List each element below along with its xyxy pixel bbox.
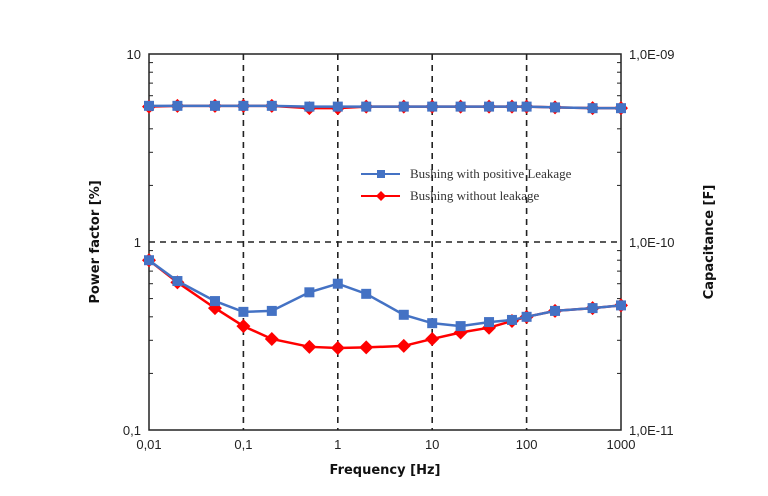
plot-frame (148, 53, 622, 431)
data-point-square (144, 255, 154, 266)
data-point-square (506, 314, 517, 325)
data-point-square (266, 100, 277, 111)
data-point-square (587, 303, 598, 314)
data-point-square (616, 103, 626, 114)
y2-tick-label: 1,0E-11 (629, 423, 674, 438)
data-point-diamond (236, 319, 251, 334)
y2-axis-label: Capacitance [F] (702, 185, 717, 300)
data-point-square (304, 101, 315, 112)
data-point-square (587, 103, 598, 114)
data-point-square (484, 317, 495, 328)
x-tick-label: 1 (334, 437, 341, 452)
data-point-square (427, 101, 438, 112)
grid (149, 54, 621, 430)
data-point-square (144, 100, 154, 111)
data-point-square (506, 101, 517, 112)
y2-tick-label: 1,0E-10 (629, 235, 675, 250)
data-point-diamond (330, 341, 345, 356)
data-point-diamond (425, 331, 440, 346)
data-point-square (455, 321, 466, 332)
data-point-square (332, 278, 343, 289)
data-point-square (238, 100, 249, 111)
x-tick-label: 10 (425, 437, 439, 452)
y2-tick-label: 1,0E-09 (629, 47, 675, 62)
data-point-square (209, 296, 220, 307)
data-point-diamond (302, 339, 317, 354)
x-axis-label: Frequency [Hz] (330, 463, 441, 478)
legend: Bushing with positive Leakage Bushing wi… (361, 166, 572, 203)
y-axis-label: Power factor [%] (88, 180, 103, 303)
data-point-square (455, 101, 466, 112)
data-point-square (238, 306, 249, 317)
x-tick-label: 0,01 (136, 437, 161, 452)
legend-label-positive-leakage: Bushing with positive Leakage (410, 166, 572, 181)
y-tick-label: 10 (127, 47, 141, 62)
data-point-square (332, 101, 343, 112)
x-tick-label: 0,1 (234, 437, 252, 452)
data-point-square (550, 305, 561, 316)
y-tick-label: 1 (134, 235, 141, 250)
data-point-square (398, 101, 409, 112)
data-point-diamond (396, 338, 411, 353)
data-point-square (521, 101, 532, 112)
legend-label-without-leakage: Bushing without leakage (410, 188, 539, 203)
data-point-square (398, 309, 409, 320)
legend-marker-square (377, 170, 385, 178)
data-point-square (172, 276, 183, 287)
data-point-square (209, 100, 220, 111)
x-tick-label: 1000 (607, 437, 636, 452)
data-point-square (427, 318, 438, 329)
legend-marker-diamond (376, 191, 386, 201)
data-point-square (361, 101, 372, 112)
series (142, 98, 628, 356)
ticks: 0,01 0,1 1 10 100 10000,11101,0E-111,0E-101,0… (123, 47, 675, 452)
data-point-square (616, 300, 626, 311)
data-point-square (361, 288, 372, 299)
data-point-square (521, 311, 532, 322)
series-line (148, 259, 622, 328)
data-point-square (172, 100, 183, 111)
data-point-diamond (359, 340, 374, 355)
data-point-diamond (264, 331, 279, 346)
data-point-square (304, 287, 315, 298)
data-point-square (266, 305, 277, 316)
data-point-square (550, 102, 561, 113)
y-tick-label: 0,1 (123, 423, 141, 438)
data-point-square (484, 101, 495, 112)
x-tick-label: 100 (516, 437, 538, 452)
